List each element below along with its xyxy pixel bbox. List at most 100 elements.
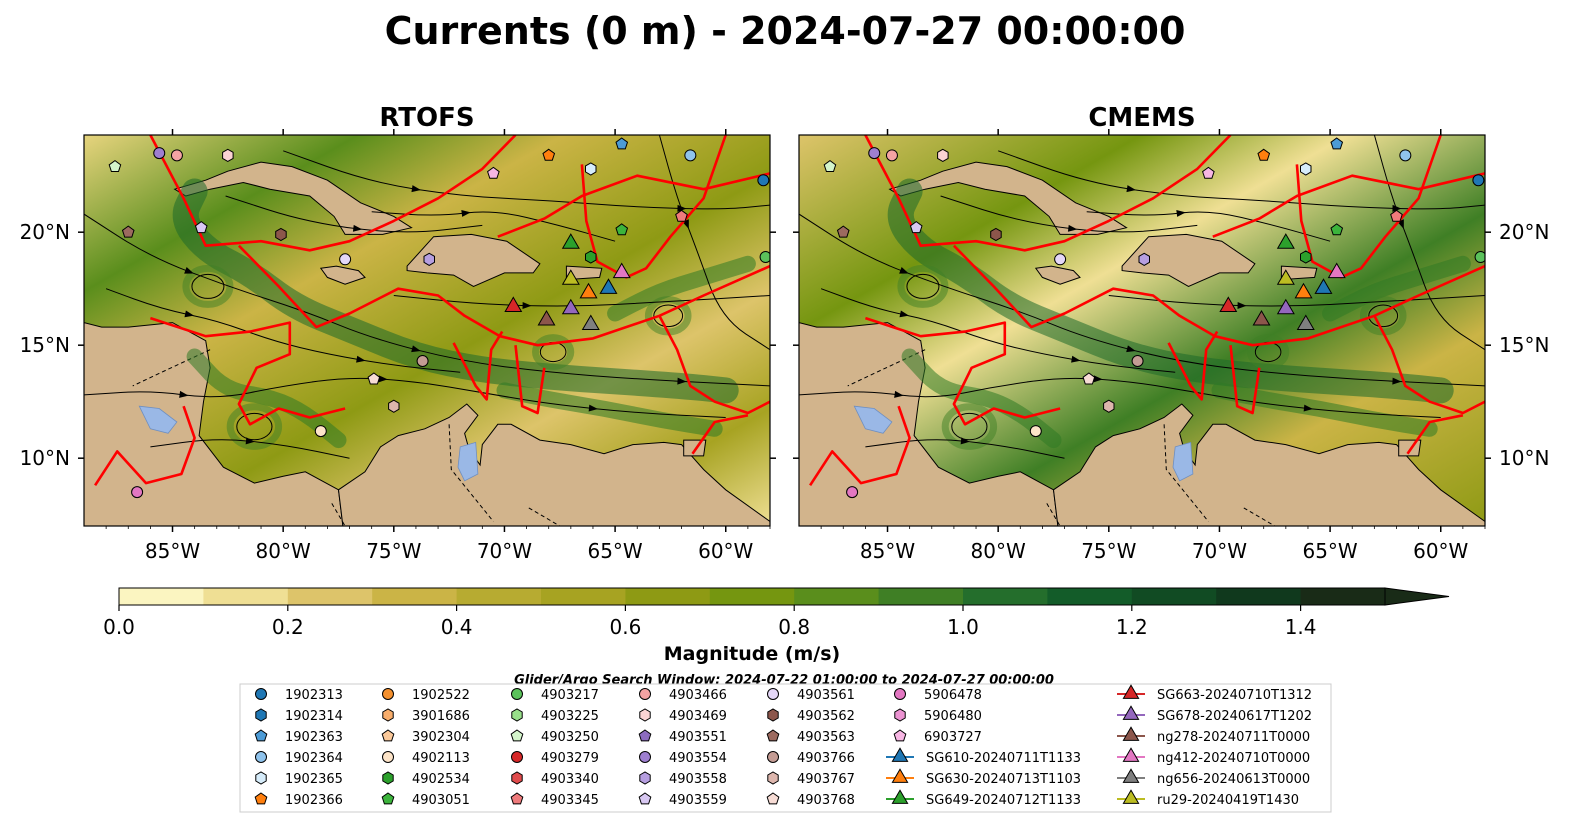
eez-boundary [864, 135, 1232, 252]
legend-label: 1902365 [285, 772, 343, 787]
streamline [105, 288, 461, 373]
glider-marker [612, 262, 631, 279]
glider-marker [537, 310, 556, 326]
streamline-arrow [378, 375, 388, 383]
argo-float-marker [1257, 148, 1271, 161]
argo-float-marker [194, 220, 208, 234]
legend-marker [638, 729, 652, 742]
legend-marker [382, 751, 394, 763]
argo-float-marker [1300, 250, 1312, 264]
legend-marker [381, 792, 395, 805]
argo-float-marker [1399, 149, 1412, 162]
legend-marker [639, 771, 651, 785]
colorbar-label: Magnitude (m/s) [664, 643, 841, 665]
legend-marker [893, 729, 907, 742]
legend-marker [639, 708, 651, 722]
colorbar-tick-label: 1.2 [1116, 615, 1148, 639]
legend-label: 4903551 [669, 730, 727, 745]
legend-label: 1902313 [285, 688, 343, 703]
legend-label: 4903466 [669, 688, 727, 703]
colorbar-tick-label: 0.4 [441, 615, 473, 639]
legend-marker [255, 688, 267, 700]
legend-marker [382, 708, 394, 722]
streamline-arrow [1093, 375, 1103, 383]
argo-float-marker [846, 486, 859, 499]
glider-marker [561, 298, 580, 315]
legend-marker [1122, 684, 1140, 699]
x-tick-label: 65°W [587, 539, 642, 563]
x-tick-label: 85°W [860, 539, 915, 563]
argo-float-marker [836, 225, 850, 238]
argo-float-marker [222, 148, 234, 162]
argo-float-marker [153, 147, 166, 160]
country-border [1243, 507, 1276, 526]
argo-float-marker [823, 159, 837, 172]
argo-float-marker [990, 227, 1002, 242]
colorbar-extend-arrow [1384, 587, 1450, 606]
legend-label: 1902366 [285, 793, 343, 808]
streamline [799, 377, 1441, 418]
glider-marker [504, 296, 523, 312]
legend-label: 4903340 [541, 772, 599, 787]
legend-label: 3901686 [412, 709, 470, 724]
eez-boundary [1373, 315, 1485, 415]
country-border [331, 503, 346, 526]
argo-float-marker [1103, 399, 1115, 413]
streamline-arrow [677, 377, 687, 385]
glider-marker [1327, 262, 1346, 279]
country-border [1046, 503, 1061, 526]
legend: 1902313 1902314 1902363 1902364 1902365 19023… [254, 684, 1312, 808]
argo-float-marker [1054, 253, 1067, 266]
country-border [448, 424, 494, 522]
argo-float-marker [339, 253, 352, 266]
eez-boundary [149, 135, 517, 252]
land-mass [1398, 439, 1422, 457]
argo-float-marker [1202, 166, 1215, 179]
argo-float-marker [275, 227, 287, 242]
legend-label: 4903563 [797, 730, 855, 745]
argo-float-marker [585, 250, 597, 264]
land-mass [1280, 265, 1318, 281]
eez-boundary [149, 316, 346, 426]
x-tick-label: 65°W [1302, 539, 1357, 563]
argo-float-marker [1082, 372, 1096, 385]
streamline [84, 377, 726, 418]
legend-label: 4903051 [412, 793, 470, 808]
streamline-arrow [1067, 224, 1078, 232]
streamline-arrow [899, 310, 910, 318]
current-band [1211, 382, 1438, 437]
land-mass [406, 233, 541, 287]
colorbar-bin [1131, 588, 1217, 605]
legend-marker [767, 751, 779, 763]
x-tick-label: 60°W [1413, 539, 1468, 563]
legend-marker [511, 708, 523, 722]
legend-label: 4903469 [669, 709, 727, 724]
eddy [1247, 334, 1290, 370]
land-mass [1034, 265, 1081, 285]
x-tick-label: 80°W [256, 539, 311, 563]
panel-title-cmems: CMEMS [1088, 103, 1195, 133]
legend-label: SG678-20240617T1202 [1157, 709, 1312, 724]
glider-marker [1314, 278, 1333, 294]
land-cmems [799, 135, 1485, 526]
glider-marker [579, 282, 598, 299]
streamline [865, 439, 1065, 459]
land-mass [1052, 403, 1485, 526]
streamline-arrow [1071, 355, 1081, 363]
legend-marker [767, 688, 779, 700]
legend-marker [891, 789, 909, 804]
figure-title: Currents (0 m) - 2024-07-27 00:00:00 [385, 9, 1186, 53]
legend-label: 4903250 [541, 730, 599, 745]
eez-boundary [452, 330, 504, 401]
argo-float-marker [675, 209, 688, 222]
legend-label: 4903217 [541, 688, 599, 703]
argo-float-marker [367, 372, 381, 385]
colorbar-bin [878, 588, 964, 605]
legend-label: 4903345 [541, 793, 599, 808]
land-mass [173, 161, 413, 235]
current-bands-rtofs [172, 178, 756, 450]
lake [1172, 441, 1194, 482]
argo-float-marker [684, 149, 697, 162]
argo-float-marker [1390, 209, 1403, 222]
legend-box [239, 683, 1332, 813]
